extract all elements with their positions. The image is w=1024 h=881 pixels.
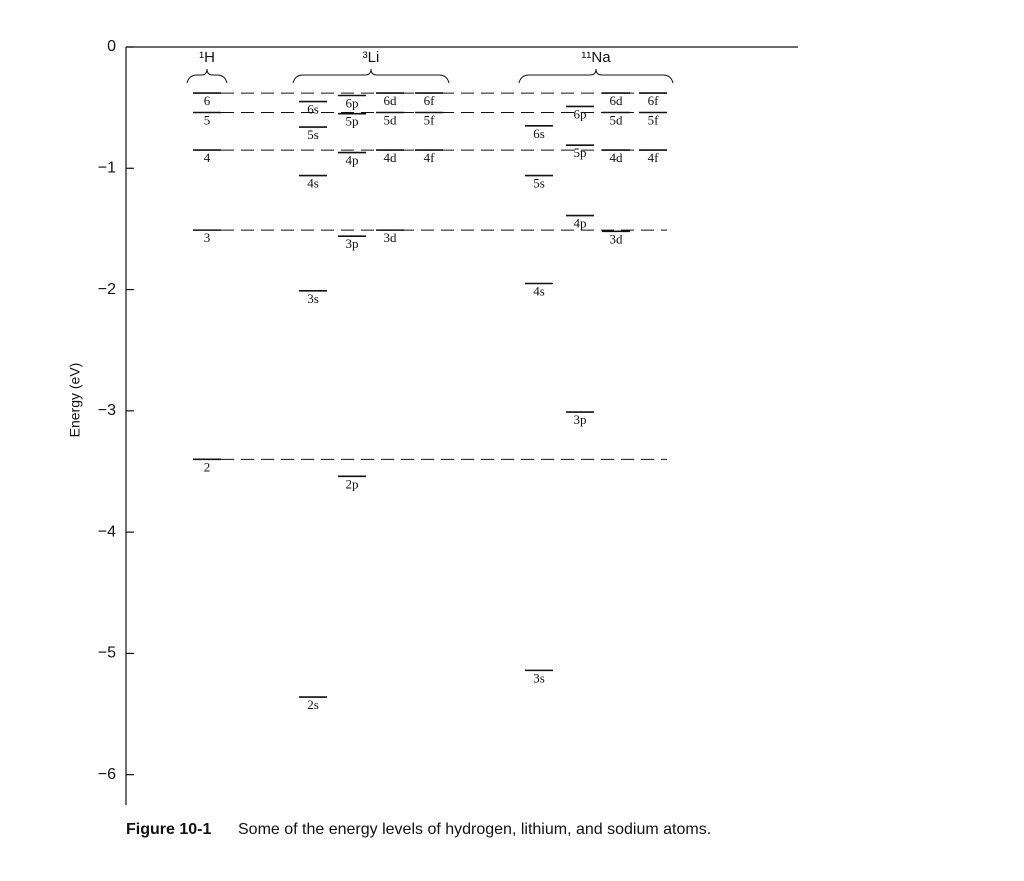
level-label: 5d <box>610 112 624 127</box>
level-label: 4p <box>574 216 587 231</box>
level-label: 6s <box>307 102 319 117</box>
y-tick-label: −2 <box>98 281 116 298</box>
level-label: 2s <box>307 697 319 712</box>
level-label: 2p <box>346 476 359 491</box>
level-label: 5s <box>307 127 319 142</box>
level-label: 4s <box>307 176 319 191</box>
level-label: 3d <box>610 231 624 246</box>
level-label: 6f <box>424 93 436 108</box>
level-label: 6 <box>204 93 211 108</box>
level-label: 6p <box>346 95 359 110</box>
level-label: 4s <box>533 283 545 298</box>
group-brace <box>518 68 674 84</box>
level-label: 3s <box>307 291 319 306</box>
level-label: 5 <box>204 112 211 127</box>
level-label: 4p <box>346 152 359 167</box>
level-label: 3 <box>204 230 211 245</box>
level-label: 3s <box>533 670 545 685</box>
group-label: ¹H <box>199 49 215 66</box>
level-label: 3p <box>574 412 587 427</box>
group-brace <box>292 68 450 84</box>
caption-text: Some of the energy levels of hydrogen, l… <box>238 821 711 838</box>
level-label: 3d <box>384 230 398 245</box>
level-label: 5p <box>346 114 359 129</box>
level-label: 6s <box>533 126 545 141</box>
y-tick-label: −4 <box>98 523 116 540</box>
level-label: 6d <box>384 93 398 108</box>
level-label: 6p <box>574 106 587 121</box>
caption-label: Figure 10-1 <box>126 821 211 838</box>
y-tick-label: −6 <box>98 766 116 783</box>
level-label: 6d <box>610 93 624 108</box>
level-label: 2 <box>204 459 211 474</box>
level-label: 6f <box>648 93 660 108</box>
level-label: 5d <box>384 112 398 127</box>
y-tick-label: −5 <box>98 645 116 662</box>
level-label: 5f <box>648 112 660 127</box>
level-label: 4d <box>384 150 398 165</box>
group-label: ³Li <box>363 49 380 66</box>
level-label: 4d <box>610 150 624 165</box>
level-label: 4f <box>648 150 660 165</box>
level-label: 5f <box>424 112 436 127</box>
level-label: 5p <box>574 145 587 160</box>
y-axis-label: Energy (eV) <box>67 363 83 438</box>
y-tick-label: 0 <box>107 38 116 55</box>
y-tick-label: −3 <box>98 402 116 419</box>
level-label: 4f <box>424 150 436 165</box>
level-label: 3p <box>346 236 359 251</box>
level-label: 4 <box>204 150 211 165</box>
level-label: 5s <box>533 176 545 191</box>
group-label: ¹¹Na <box>581 49 611 66</box>
group-brace <box>186 68 228 84</box>
y-tick-label: −1 <box>98 159 116 176</box>
